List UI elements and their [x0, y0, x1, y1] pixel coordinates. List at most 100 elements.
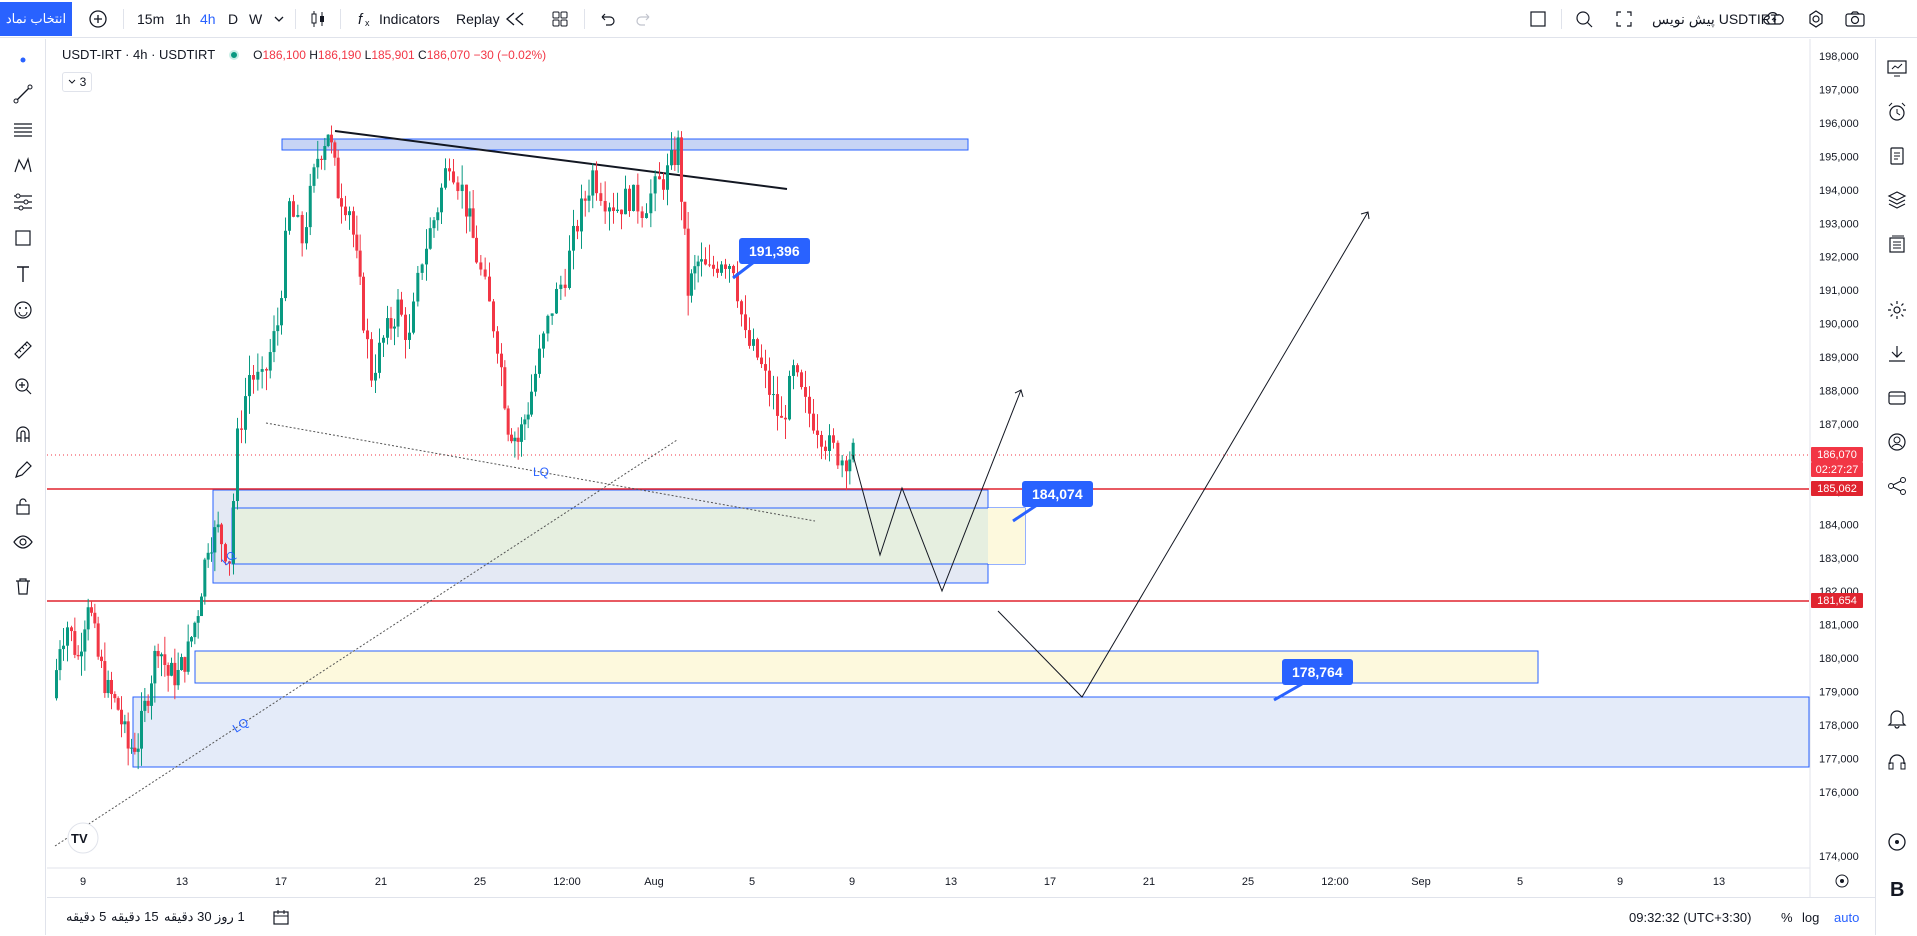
help-button[interactable] [1884, 829, 1910, 855]
time-tick-label: 13 [945, 876, 957, 888]
time-tick-label: 5 [749, 876, 755, 888]
download-button[interactable] [1884, 341, 1910, 367]
text-icon [17, 266, 29, 282]
candle-body [534, 373, 537, 392]
layout-button[interactable] [550, 0, 570, 38]
interval-1h[interactable]: 1h [175, 11, 191, 27]
undo-button[interactable] [597, 0, 617, 38]
pattern-tool[interactable] [10, 153, 36, 179]
support-button[interactable] [1884, 749, 1910, 775]
wallet-button[interactable] [1884, 385, 1910, 411]
svg-text:TV: TV [71, 831, 88, 846]
text-tool[interactable] [10, 261, 36, 287]
price-tick-label: 190,000 [1819, 319, 1859, 331]
range-5m[interactable]: 5 دقیقه [66, 909, 107, 924]
candle-body [308, 185, 312, 228]
magnet-tool[interactable] [10, 421, 36, 447]
profile-button[interactable] [1884, 429, 1910, 455]
snapshot-button[interactable] [1844, 0, 1866, 38]
draw-mode-tool[interactable] [10, 457, 36, 483]
lock-tool[interactable] [10, 493, 36, 519]
price-chart[interactable]: LQ LQ LQ 198,000197,000196,000195,000194… [47, 39, 1874, 897]
interval-d[interactable]: D [228, 11, 239, 27]
interval-15m[interactable]: 15m [137, 11, 165, 27]
prediction-tool[interactable] [10, 189, 36, 215]
candle-body [340, 198, 343, 207]
candle-body [252, 375, 255, 380]
price-label-184074[interactable]: 184,074 [1022, 481, 1093, 507]
eye-icon [13, 535, 33, 549]
time-tick-label: 25 [1242, 876, 1254, 888]
chart-type-button[interactable] [308, 0, 328, 38]
drawing-toolbar [0, 39, 46, 935]
horizontal-lines-tool[interactable] [10, 117, 36, 143]
alerts-button[interactable] [1884, 99, 1910, 125]
interval-w[interactable]: W [249, 11, 263, 27]
candle-body [620, 209, 623, 215]
projection-arrowhead-2 [1360, 211, 1370, 220]
reset-scale-button[interactable] [1835, 874, 1849, 888]
candle-body [83, 629, 87, 652]
cloud-save-button[interactable] [1762, 0, 1786, 38]
data-window-button[interactable] [1884, 231, 1910, 257]
interval-4h[interactable]: 4h [200, 11, 216, 27]
candle-body [156, 650, 160, 657]
quick-search-button[interactable] [1574, 0, 1594, 38]
candle-body [744, 314, 747, 331]
candle-body [686, 228, 690, 296]
clock-display[interactable]: 09:32:32 (UTC+3:30) [1629, 909, 1752, 925]
candle-body [160, 654, 163, 657]
log-toggle[interactable]: log [1802, 909, 1820, 925]
watchlist-button[interactable] [1884, 55, 1910, 81]
date-range-button[interactable] [271, 898, 291, 936]
notifications-button[interactable] [1884, 705, 1910, 731]
zoom-tool[interactable] [10, 373, 36, 399]
range-30m[interactable]: 30 دقیقه [164, 909, 212, 924]
candle-body [210, 552, 213, 554]
chart-settings-button[interactable] [1884, 297, 1910, 323]
candle-body [330, 134, 333, 143]
projection-arrowhead-1 [1014, 389, 1024, 398]
rectangle-icon [15, 230, 31, 246]
auto-toggle[interactable]: auto [1834, 909, 1860, 925]
share-button[interactable] [1884, 473, 1910, 499]
time-axis[interactable]: 9 13 17 21 25 12:00 Aug 5 9 13 17 21 25 12:00 Sep 5 9 13 [80, 876, 1725, 888]
news-button[interactable] [1884, 143, 1910, 169]
settings-button[interactable] [1806, 0, 1826, 38]
visibility-tool[interactable] [10, 529, 36, 555]
candle-body [412, 301, 415, 333]
candle-body [513, 437, 517, 442]
remove-drawings-tool[interactable] [10, 573, 36, 599]
expand-button[interactable] [1614, 0, 1634, 38]
measure-tool[interactable] [10, 337, 36, 363]
plus-circle-icon [89, 10, 107, 28]
candle-body [173, 662, 177, 686]
candle-body [788, 375, 791, 420]
candle-body [736, 273, 739, 302]
cursor-tool[interactable] [10, 47, 36, 73]
trend-line-tool[interactable] [10, 81, 36, 107]
range-15m[interactable]: 15 دقیقه [111, 909, 159, 924]
object-tree-button[interactable] [1884, 187, 1910, 213]
symbol-name[interactable]: USDTIRT پیش نویس [1652, 0, 1779, 38]
shapes-tool[interactable] [10, 225, 36, 251]
time-tick-label: 13 [1713, 876, 1725, 888]
add-symbol-button[interactable] [88, 0, 108, 38]
redo-button[interactable] [634, 0, 654, 38]
candle-body [724, 264, 727, 269]
percent-toggle[interactable]: % [1781, 909, 1793, 925]
indicators-label: Indicators [379, 11, 440, 27]
replay-button[interactable]: Replay [456, 0, 526, 38]
interval-dropdown[interactable] [273, 0, 285, 38]
price-label-191396[interactable]: 191,396 [739, 238, 810, 264]
indicators-collapse-button[interactable]: 3 [62, 72, 92, 92]
emoji-tool[interactable] [10, 297, 36, 323]
range-1d[interactable]: 1 روز [215, 909, 245, 924]
fullscreen-toggle[interactable] [1528, 0, 1548, 38]
candle-body [538, 348, 541, 374]
price-label-178764[interactable]: 178,764 [1282, 659, 1353, 685]
candle-body [244, 396, 247, 430]
broker-button[interactable]: B [1884, 875, 1910, 901]
symbol-search-button[interactable]: انتخاب نماد [0, 2, 72, 36]
